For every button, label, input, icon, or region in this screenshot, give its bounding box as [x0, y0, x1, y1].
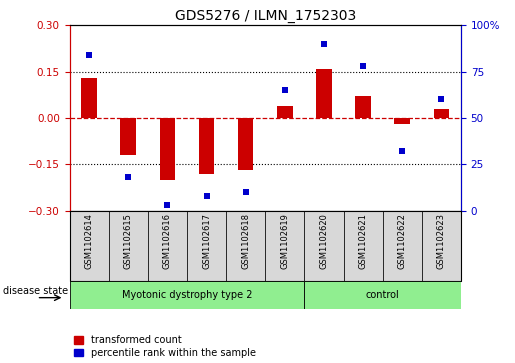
Bar — [394, 118, 410, 124]
Text: GSM1102616: GSM1102616 — [163, 213, 172, 269]
Text: GSM1102623: GSM1102623 — [437, 213, 446, 269]
Text: disease state: disease state — [3, 286, 67, 296]
Text: GSM1102614: GSM1102614 — [84, 213, 94, 269]
Text: GSM1102615: GSM1102615 — [124, 213, 133, 269]
Bar — [344, 211, 383, 281]
Bar — [277, 106, 293, 118]
Text: GSM1102622: GSM1102622 — [398, 213, 407, 269]
Bar — [226, 211, 265, 281]
Text: GSM1102617: GSM1102617 — [202, 213, 211, 269]
Text: Myotonic dystrophy type 2: Myotonic dystrophy type 2 — [122, 290, 252, 300]
Bar — [121, 118, 136, 155]
Bar — [81, 78, 97, 118]
Legend: transformed count, percentile rank within the sample: transformed count, percentile rank withi… — [74, 335, 256, 358]
Bar — [238, 118, 253, 171]
Title: GDS5276 / ILMN_1752303: GDS5276 / ILMN_1752303 — [175, 9, 356, 23]
Bar — [383, 211, 422, 281]
Bar — [70, 281, 304, 309]
Text: GSM1102621: GSM1102621 — [358, 213, 368, 269]
Text: control: control — [366, 290, 400, 300]
Bar — [187, 211, 226, 281]
Bar — [160, 118, 175, 180]
Text: GSM1102618: GSM1102618 — [241, 213, 250, 269]
Bar — [109, 211, 148, 281]
Bar — [316, 69, 332, 118]
Bar — [148, 211, 187, 281]
Bar — [355, 97, 371, 118]
Bar — [304, 211, 344, 281]
Bar — [70, 211, 109, 281]
Text: GSM1102619: GSM1102619 — [280, 213, 289, 269]
Bar — [199, 118, 214, 174]
Text: GSM1102620: GSM1102620 — [319, 213, 329, 269]
Bar — [434, 109, 449, 118]
Bar — [265, 211, 304, 281]
Bar — [304, 281, 461, 309]
Bar — [422, 211, 461, 281]
